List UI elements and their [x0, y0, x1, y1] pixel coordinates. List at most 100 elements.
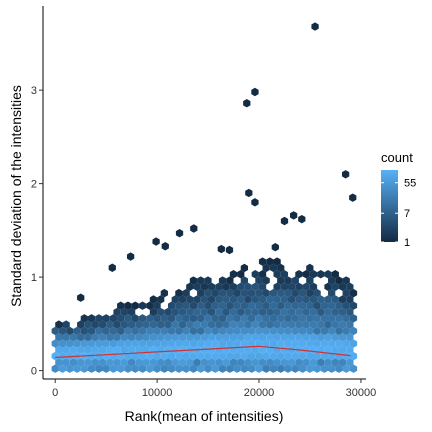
hex-bin: [342, 314, 350, 323]
outlier-hex-bin: [108, 263, 116, 272]
hex-bin: [262, 314, 270, 323]
hex-bin: [302, 345, 310, 355]
hex-bin: [146, 301, 154, 310]
hex-bin: [218, 301, 227, 310]
hex-bin: [80, 314, 88, 323]
hex-bin: [149, 320, 158, 329]
hex-bin: [266, 358, 274, 367]
hex-bin: [328, 301, 336, 310]
legend-colorbar: [381, 170, 398, 242]
outlier-hex-bin: [271, 242, 279, 252]
hex-bin: [193, 358, 201, 367]
hex-bin: [248, 364, 256, 373]
hex-bin: [280, 345, 289, 355]
x-tick-label: 20000: [244, 387, 275, 399]
hex-bin: [298, 301, 307, 310]
hex-bin: [309, 320, 318, 329]
hex-bin: [186, 295, 194, 304]
hex-bin: [222, 295, 230, 304]
hex-bin: [127, 320, 136, 329]
hex-bin: [131, 301, 139, 310]
hex-bin: [309, 307, 318, 317]
hex-bin: [317, 333, 325, 342]
hex-bin: [298, 288, 307, 298]
hex-bin: [237, 320, 245, 329]
hex-bin: [342, 288, 350, 298]
hex-bin: [106, 358, 114, 367]
hex-bin: [138, 339, 147, 348]
hex-bin: [317, 270, 325, 279]
hex-bin: [91, 345, 99, 355]
y-tick-label: 2: [31, 179, 37, 191]
hex-bin: [244, 320, 252, 329]
hex-bin: [258, 320, 267, 329]
hex-bin: [342, 339, 350, 348]
x-tick-label: 10000: [142, 387, 173, 399]
hex-bin: [178, 320, 187, 329]
hex-bin: [229, 270, 238, 279]
hex-bin: [222, 320, 230, 329]
hex-bin: [167, 301, 176, 310]
hex-bin: [255, 301, 263, 310]
hex-bin: [200, 282, 208, 292]
hex-bin: [248, 339, 256, 348]
hex-bin: [204, 364, 212, 373]
hex-bin: [284, 339, 292, 348]
hex-bin: [164, 307, 172, 317]
y-axis-ticks: 0 1 2 3: [31, 85, 43, 378]
hex-bin: [157, 358, 165, 367]
hex-bin: [160, 288, 168, 298]
hex-bin: [197, 326, 205, 336]
outlier-hex-bin: [251, 198, 259, 207]
hex-bin: [233, 351, 241, 361]
hex-bin: [288, 282, 296, 292]
hex-bin: [175, 288, 183, 298]
hex-bin: [197, 364, 205, 373]
y-axis-title: Standard deviation of the intensities: [8, 85, 24, 307]
hex-bin: [349, 364, 358, 373]
hex-bin: [338, 333, 347, 342]
hex-bin: [335, 364, 343, 373]
hex-bin: [277, 263, 285, 273]
hex-bin: [197, 276, 205, 285]
hex-bin: [248, 314, 256, 323]
hex-bin: [106, 320, 114, 329]
hex-bin: [193, 282, 201, 292]
hex-bin: [248, 301, 256, 310]
hex-bin: [295, 282, 303, 292]
hex-bin: [237, 270, 245, 279]
hex-bin: [288, 320, 296, 329]
hex-bin: [142, 333, 150, 342]
hex-bin: [127, 307, 136, 317]
hex-bin: [222, 282, 230, 292]
hex-bin: [280, 358, 289, 367]
hex-bin: [175, 301, 183, 310]
hex-bin: [302, 282, 310, 292]
hex-bin: [298, 351, 307, 361]
hex-bin: [98, 320, 107, 329]
hex-bin: [273, 320, 281, 329]
hex-bin: [215, 320, 223, 329]
hex-bin: [302, 320, 310, 329]
outlier-hex-bin: [243, 99, 251, 108]
hex-bin: [291, 301, 299, 310]
hex-bin: [186, 320, 194, 329]
hex-bin: [211, 351, 219, 361]
hex-bin: [106, 345, 114, 355]
hex-bin: [153, 364, 161, 373]
hex-bin: [102, 326, 110, 336]
hex-bin: [346, 320, 354, 329]
hex-bin: [167, 351, 176, 361]
hex-bin: [182, 314, 190, 323]
hex-bin: [331, 358, 339, 367]
hex-bin: [124, 301, 132, 310]
hex-bin: [120, 345, 128, 355]
hex-bin: [298, 339, 307, 348]
hex-bin: [160, 339, 168, 348]
hex-bin: [55, 320, 63, 329]
hex-bin: [84, 333, 92, 342]
hex-bin: [288, 358, 296, 367]
hex-bin: [135, 358, 143, 367]
hex-bin: [218, 364, 227, 373]
